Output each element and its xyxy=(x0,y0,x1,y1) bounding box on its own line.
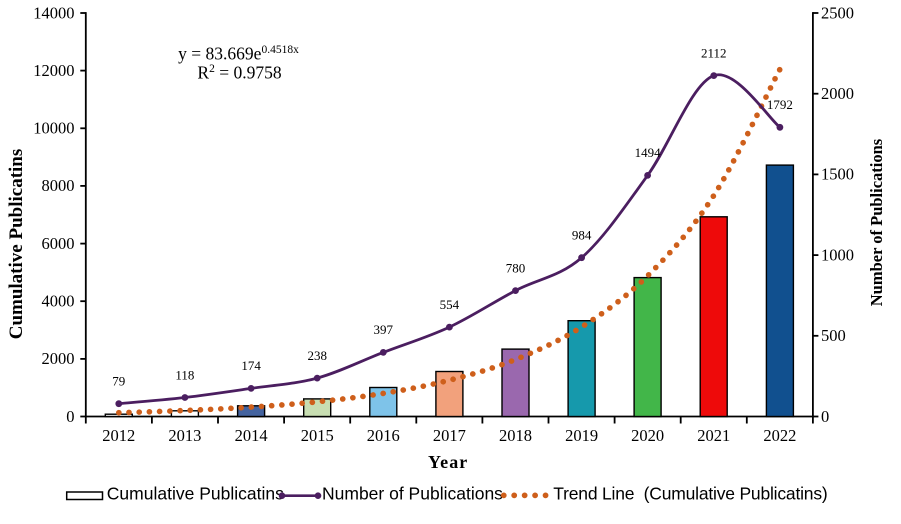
svg-text:Cumulative Publicatins: Cumulative Publicatins xyxy=(6,149,27,340)
svg-text:8000: 8000 xyxy=(42,176,75,195)
svg-text:2019: 2019 xyxy=(565,426,598,445)
svg-text:2013: 2013 xyxy=(168,426,201,445)
svg-text:780: 780 xyxy=(506,260,526,275)
svg-text:118: 118 xyxy=(175,367,194,382)
svg-text:Number of Publications: Number of Publications xyxy=(867,138,886,306)
svg-text:554: 554 xyxy=(440,297,460,312)
svg-text:Number of Publications: Number of Publications xyxy=(322,484,503,504)
svg-text:4000: 4000 xyxy=(42,292,75,311)
svg-text:1792: 1792 xyxy=(767,97,793,112)
svg-text:2014: 2014 xyxy=(235,426,268,445)
svg-text:2020: 2020 xyxy=(631,426,664,445)
svg-text:2000: 2000 xyxy=(42,349,75,368)
svg-text:238: 238 xyxy=(307,348,327,363)
svg-text:2000: 2000 xyxy=(821,84,854,103)
svg-text:1500: 1500 xyxy=(821,165,854,184)
svg-text:2500: 2500 xyxy=(821,3,854,22)
svg-text:0: 0 xyxy=(66,407,74,426)
svg-text:984: 984 xyxy=(572,228,592,243)
svg-text:2112: 2112 xyxy=(701,45,727,60)
svg-text:79: 79 xyxy=(112,374,125,389)
svg-text:1000: 1000 xyxy=(821,245,854,264)
svg-text:174: 174 xyxy=(241,358,261,373)
svg-text:0: 0 xyxy=(821,407,829,426)
svg-text:6000: 6000 xyxy=(42,234,75,253)
svg-text:14000: 14000 xyxy=(33,3,74,22)
svg-text:2015: 2015 xyxy=(301,426,334,445)
svg-text:Trend Line (Cumulative Public: Trend Line (Cumulative Publicatins) xyxy=(553,484,827,504)
svg-text:2018: 2018 xyxy=(499,426,532,445)
svg-text:Year: Year xyxy=(428,452,468,472)
svg-text:2017: 2017 xyxy=(433,426,466,445)
svg-text:Cumulative Publicatins: Cumulative Publicatins xyxy=(107,484,284,504)
svg-text:2012: 2012 xyxy=(102,426,135,445)
svg-text:1494: 1494 xyxy=(635,145,662,160)
svg-text:10000: 10000 xyxy=(33,119,74,138)
svg-text:R2 = 0.9758: R2 = 0.9758 xyxy=(197,62,281,82)
svg-text:500: 500 xyxy=(821,326,846,345)
svg-text:397: 397 xyxy=(374,322,394,337)
svg-text:2022: 2022 xyxy=(763,426,796,445)
svg-text:2021: 2021 xyxy=(697,426,730,445)
svg-text:2016: 2016 xyxy=(367,426,400,445)
svg-text:12000: 12000 xyxy=(33,61,74,80)
